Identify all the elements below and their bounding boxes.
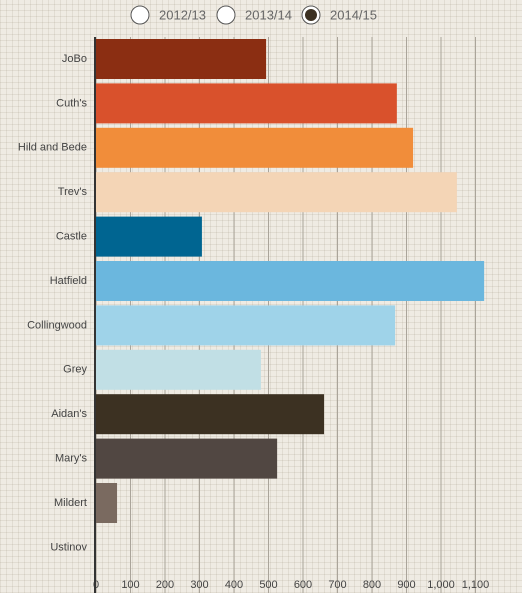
radio-button[interactable] bbox=[216, 5, 236, 25]
y-tick-label: JoBo bbox=[62, 53, 87, 65]
y-tick-label: Collingwood bbox=[27, 319, 87, 331]
bar bbox=[96, 349, 261, 390]
bar bbox=[96, 305, 396, 346]
y-tick-label: Mildert bbox=[54, 497, 87, 509]
y-tick-label: Castle bbox=[56, 231, 87, 243]
y-tick-label: Ustinov bbox=[50, 541, 87, 553]
x-tick-label: 800 bbox=[363, 579, 381, 591]
bar bbox=[96, 127, 414, 168]
x-tick-label: 500 bbox=[259, 579, 277, 591]
y-tick-label: Trev's bbox=[58, 186, 88, 198]
y-tick-label: Hatfield bbox=[50, 275, 87, 287]
x-tick-label: 700 bbox=[328, 579, 346, 591]
y-tick-label: Hild and Bede bbox=[18, 142, 87, 154]
x-tick-label: 100 bbox=[121, 579, 139, 591]
x-tick-label: 900 bbox=[397, 579, 415, 591]
y-tick-label: Grey bbox=[63, 364, 87, 376]
bar bbox=[96, 394, 325, 435]
x-tick-label: 600 bbox=[294, 579, 312, 591]
radio-label[interactable]: 2013/14 bbox=[245, 7, 292, 22]
x-tick-label: 1,100 bbox=[462, 579, 490, 591]
radio-dot bbox=[305, 9, 317, 21]
x-tick-label: 1,000 bbox=[427, 579, 455, 591]
bar bbox=[96, 216, 202, 257]
y-tick-label: Mary's bbox=[55, 453, 88, 465]
bar bbox=[96, 261, 485, 301]
y-tick-label: Cuth's bbox=[56, 97, 87, 109]
bar bbox=[96, 39, 267, 79]
radio-label[interactable]: 2014/15 bbox=[330, 7, 377, 22]
radio-button[interactable] bbox=[130, 5, 150, 25]
x-tick-label: 400 bbox=[225, 579, 243, 591]
bar bbox=[96, 172, 457, 213]
bar bbox=[96, 438, 278, 479]
bar bbox=[96, 83, 397, 124]
radio-label[interactable]: 2012/13 bbox=[159, 7, 206, 22]
y-tick-label: Aidan's bbox=[51, 408, 87, 420]
bar bbox=[96, 483, 118, 523]
x-tick-label: 200 bbox=[156, 579, 174, 591]
x-tick-label: 300 bbox=[190, 579, 208, 591]
